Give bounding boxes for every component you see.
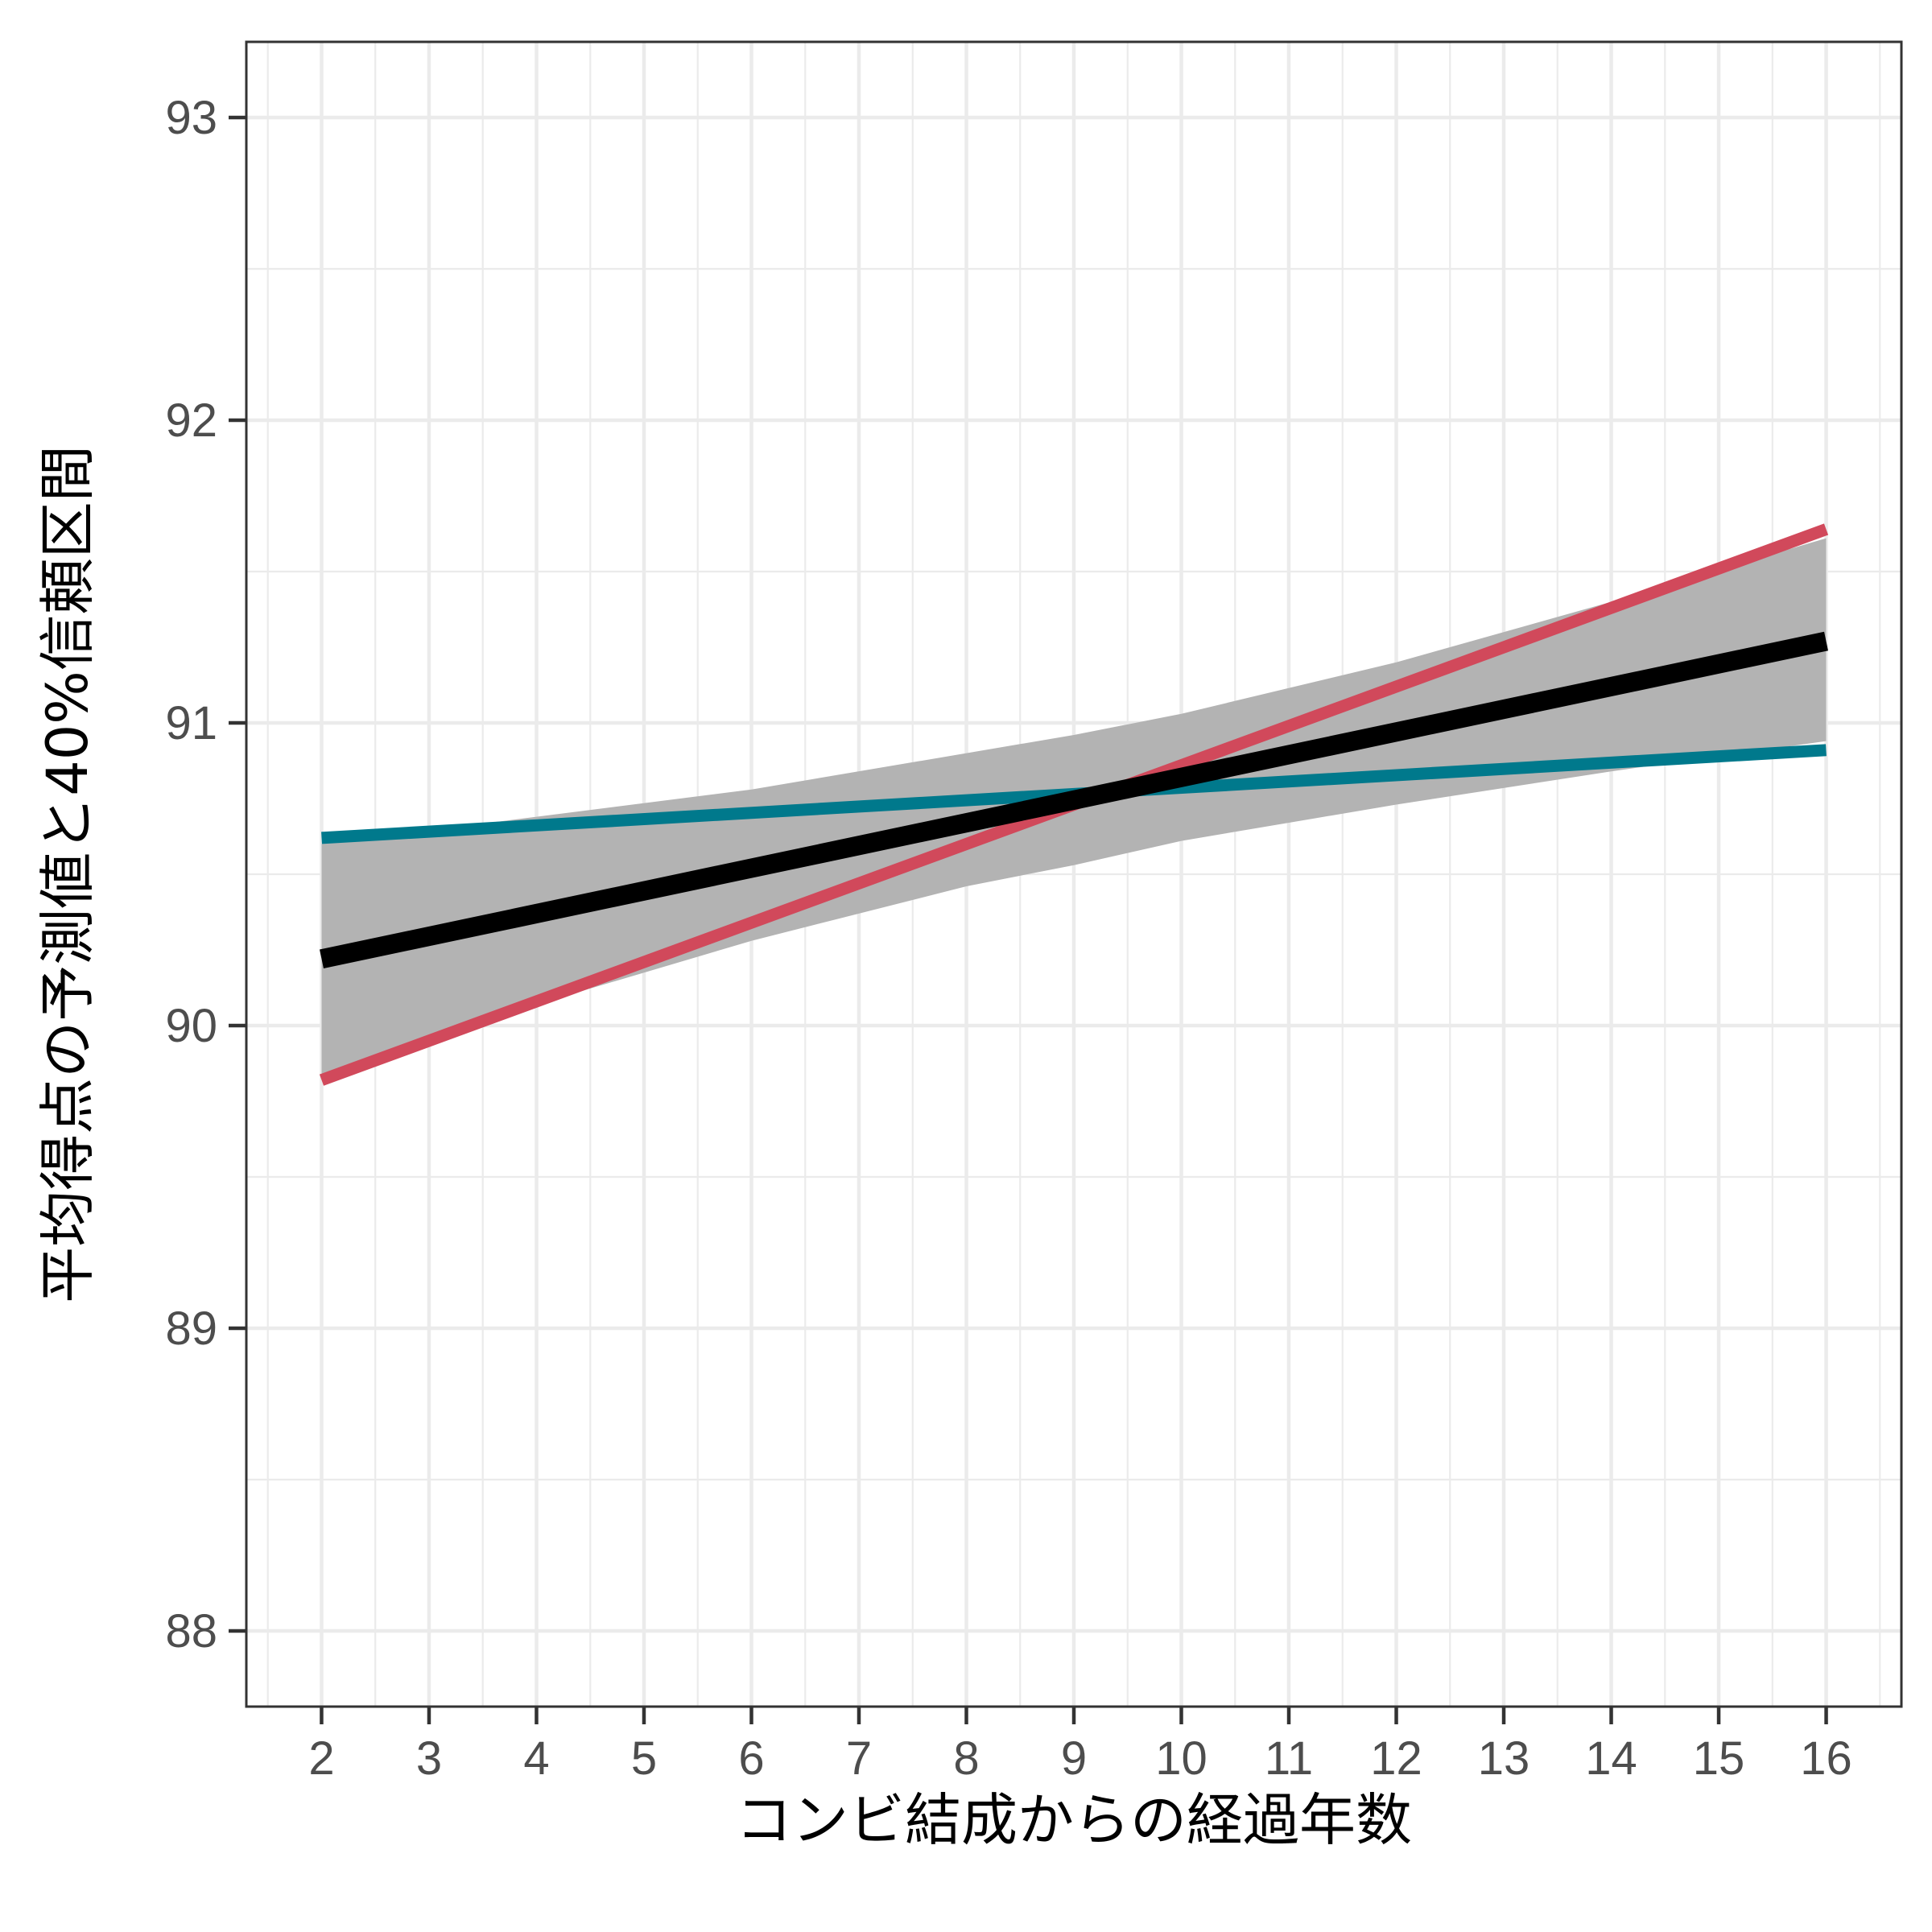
minor-gridlines: [246, 42, 1901, 1707]
y-axis: 88 89 90 91 92 93: [165, 92, 246, 1657]
y-tick-label: 92: [165, 394, 217, 447]
x-tick-label: 10: [1155, 1732, 1208, 1785]
x-tick-label: 3: [416, 1732, 442, 1785]
x-tick-label: 8: [953, 1732, 979, 1785]
x-tick-label: 6: [738, 1732, 764, 1785]
x-tick-label: 5: [631, 1732, 657, 1785]
x-tick-label: 2: [308, 1732, 334, 1785]
x-axis: 2 3 4 5 6 7 8 9 10 11 12 13 14 15 16: [308, 1707, 1852, 1785]
x-tick-label: 14: [1585, 1732, 1637, 1785]
y-tick-label: 91: [165, 697, 217, 749]
x-tick-label: 7: [846, 1732, 872, 1785]
x-tick-label: 15: [1693, 1732, 1745, 1785]
x-tick-label: 16: [1800, 1732, 1852, 1785]
y-tick-label: 90: [165, 1000, 217, 1052]
y-axis-title: 平均得点の予測値と40%信頼区間: [35, 445, 101, 1303]
y-tick-label: 88: [165, 1605, 217, 1657]
x-tick-label: 12: [1370, 1732, 1422, 1785]
x-tick-label: 13: [1478, 1732, 1530, 1785]
x-axis-title: コンビ結成からの経過年数: [736, 1787, 1412, 1853]
x-tick-label: 11: [1265, 1732, 1313, 1785]
series-line-3: [320, 631, 1828, 969]
series-layer: [319, 523, 1829, 1086]
x-tick-label: 9: [1061, 1732, 1087, 1785]
y-tick-label: 89: [165, 1302, 217, 1355]
x-tick-label: 4: [523, 1732, 549, 1785]
y-tick-label: 93: [165, 92, 217, 144]
